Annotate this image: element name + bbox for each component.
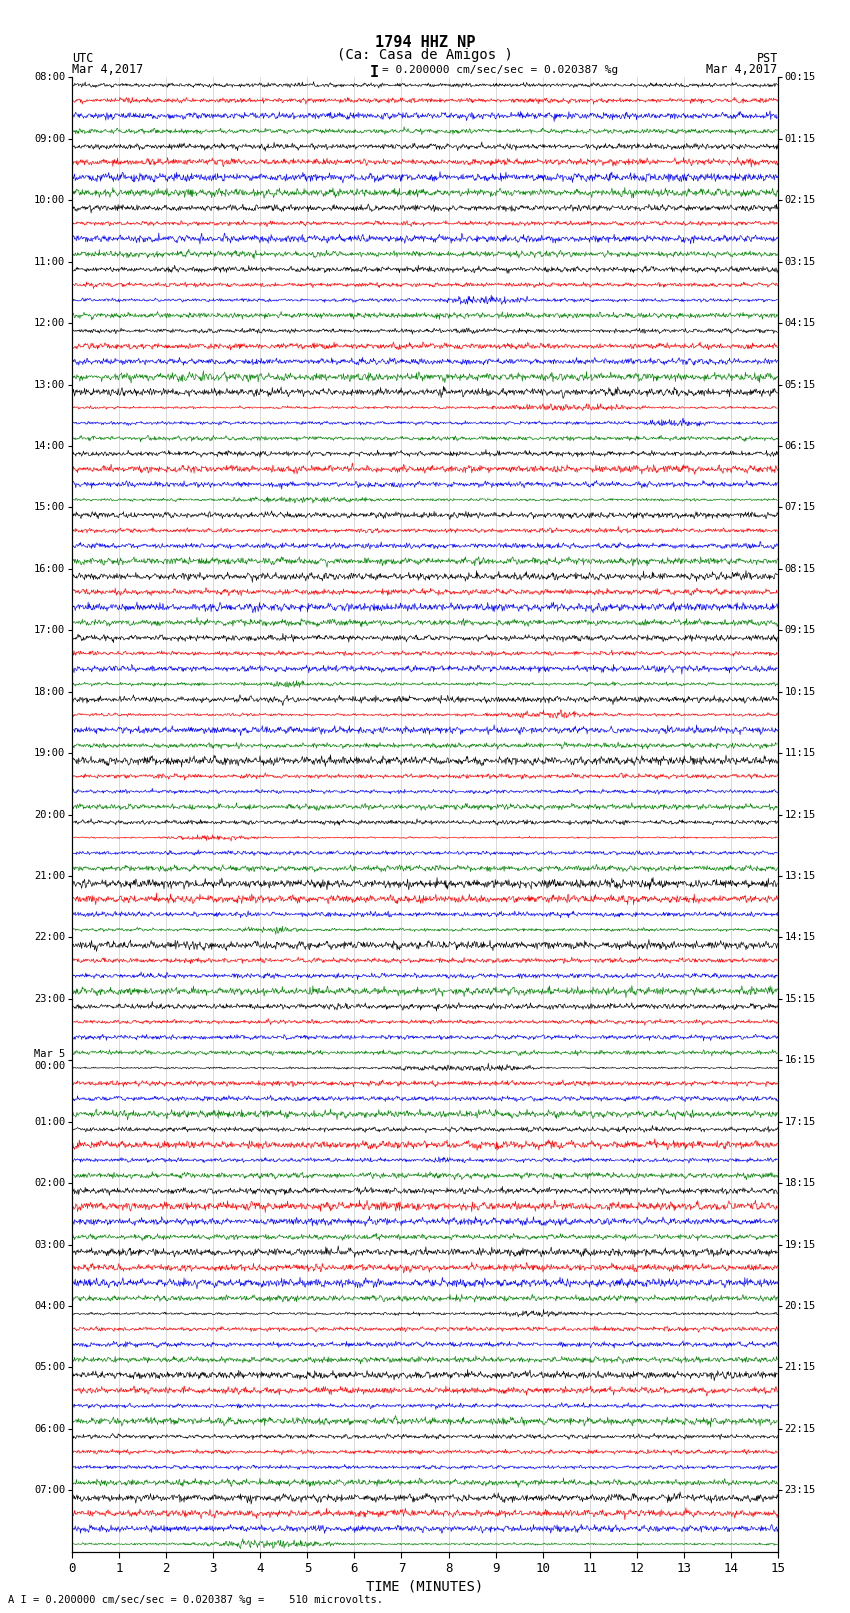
Text: PST: PST (756, 52, 778, 65)
Text: A I = 0.200000 cm/sec/sec = 0.020387 %g =    510 microvolts.: A I = 0.200000 cm/sec/sec = 0.020387 %g … (8, 1595, 383, 1605)
Text: 1794 HHZ NP: 1794 HHZ NP (375, 35, 475, 50)
Text: UTC: UTC (72, 52, 94, 65)
Text: Mar 4,2017: Mar 4,2017 (72, 63, 144, 76)
Text: Mar 4,2017: Mar 4,2017 (706, 63, 778, 76)
Text: I: I (370, 65, 378, 79)
Text: (Ca: Casa de Amigos ): (Ca: Casa de Amigos ) (337, 48, 513, 63)
Text: = 0.200000 cm/sec/sec = 0.020387 %g: = 0.200000 cm/sec/sec = 0.020387 %g (382, 65, 619, 74)
X-axis label: TIME (MINUTES): TIME (MINUTES) (366, 1579, 484, 1594)
